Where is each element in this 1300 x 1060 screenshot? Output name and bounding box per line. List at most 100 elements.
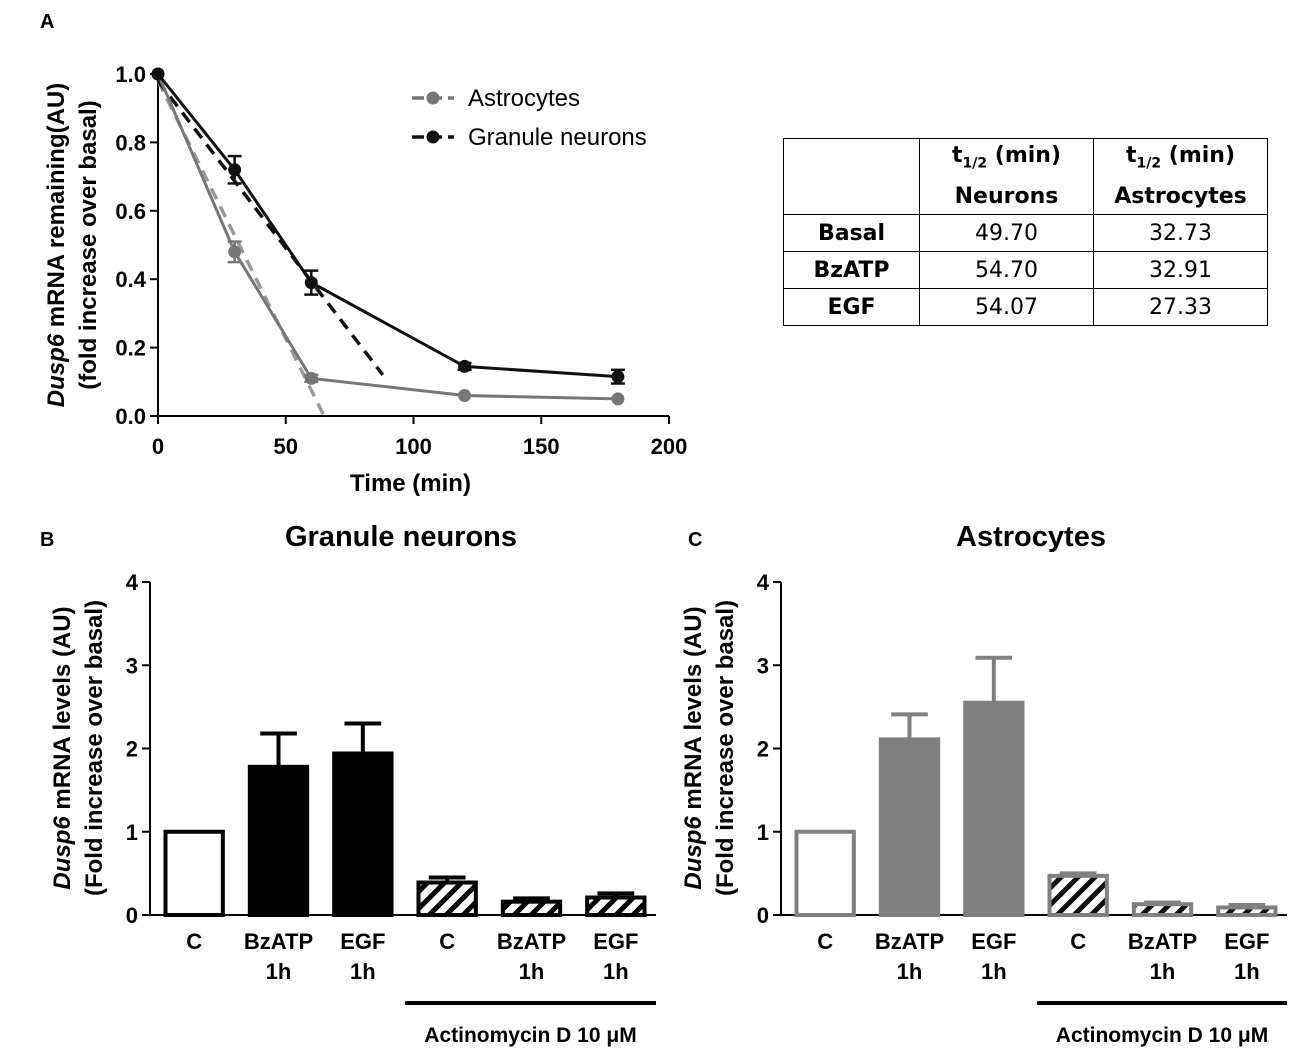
x-tick-label: 100 xyxy=(395,434,432,459)
header-t-symbol: t xyxy=(951,143,963,168)
panel-label-a: A xyxy=(40,11,54,33)
y-tick-label: 0.6 xyxy=(115,199,146,224)
table-row: EGF 54.07 27.33 xyxy=(783,288,1268,327)
y-axis-title-line2: (fold increase over basal) xyxy=(75,100,102,389)
category-label-line2: 1h xyxy=(350,959,376,984)
legend-marker-neurons xyxy=(426,130,440,144)
x-tick-label: 50 xyxy=(274,434,298,459)
category-label: C xyxy=(1070,929,1086,954)
y-tick-label: 1 xyxy=(126,820,138,845)
bar-1 xyxy=(794,829,856,917)
panel-b-bar-chart: Granule neurons 0 1 2 3 4 Dusp6 mRNA levels (A… xyxy=(49,521,656,1047)
x-axis-title: Time (min) xyxy=(350,470,471,497)
table-row-label: Basal xyxy=(783,214,920,253)
category-label: EGF xyxy=(971,929,1016,954)
data-point-neurons xyxy=(458,359,472,373)
category-label-line2: 1h xyxy=(266,959,292,984)
header-neurons-label: Neurons xyxy=(954,184,1059,210)
table-cell-astrocytes: 27.33 xyxy=(1093,288,1268,327)
y-tick-label: 1 xyxy=(757,820,769,845)
data-point-astrocytes xyxy=(458,388,472,402)
data-point-neurons xyxy=(151,67,165,81)
category-label: C xyxy=(186,929,202,954)
panel-label-b: B xyxy=(40,529,54,551)
bar-5 xyxy=(500,899,563,917)
data-point-neurons xyxy=(611,370,625,384)
table-header-neurons: t1/2 (min) Neurons xyxy=(919,137,1094,216)
actinomycin-label: Actinomycin D 10 μM xyxy=(424,1024,636,1047)
data-point-neurons xyxy=(304,276,318,290)
y-tick-label: 4 xyxy=(126,570,139,595)
y-axis-title-rest: mRNA levels (AU) xyxy=(680,606,707,816)
legend-label-neurons: Granule neurons xyxy=(468,124,647,151)
table-row: BzATP 54.70 32.91 xyxy=(783,251,1268,290)
legend-label-astrocytes: Astrocytes xyxy=(468,85,580,112)
fit-line-neurons xyxy=(156,79,385,377)
x-tick-label: 200 xyxy=(651,434,688,459)
data-point-astrocytes xyxy=(304,371,318,385)
header-t-symbol: t xyxy=(1125,143,1137,168)
y-axis-title: Dusp6 mRNA levels (AU) xyxy=(680,606,707,889)
category-label-line2: 1h xyxy=(897,959,923,984)
y-axis-title: Dusp6 mRNA remaining(AU) xyxy=(43,83,70,407)
category-label: BzATP xyxy=(875,929,944,954)
y-tick-label: 0.4 xyxy=(115,267,146,292)
table-cell-astrocytes: 32.73 xyxy=(1093,214,1268,253)
y-axis-title-line2: (Fold increase over basal) xyxy=(712,600,739,896)
panel-label-c: C xyxy=(688,529,702,551)
bar-3 xyxy=(332,751,394,917)
chart-title-c: Astrocytes xyxy=(956,521,1106,553)
category-label: EGF xyxy=(593,929,638,954)
table-row-label: BzATP xyxy=(783,251,920,290)
y-axis-title-rest: mRNA levels (AU) xyxy=(49,606,76,816)
bar-6 xyxy=(1216,905,1278,918)
bar-5 xyxy=(1131,902,1194,917)
actinomycin-label: Actinomycin D 10 μM xyxy=(1056,1024,1268,1047)
bar-4 xyxy=(1047,873,1109,917)
table-header-row: t1/2 (min) Neurons t1/2 (min) Astrocytes xyxy=(783,137,1268,216)
data-point-astrocytes xyxy=(228,245,242,259)
header-subscript: 1/2 xyxy=(962,155,988,172)
category-label: EGF xyxy=(340,929,385,954)
bar-2 xyxy=(878,737,941,918)
y-tick-label: 3 xyxy=(126,653,138,678)
bar-4 xyxy=(416,880,478,917)
y-tick-label: 0 xyxy=(757,903,769,928)
y-axis-title-italic: Dusp6 xyxy=(49,816,76,890)
data-point-neurons xyxy=(228,163,242,177)
category-label-line2: 1h xyxy=(1234,959,1260,984)
bar-6 xyxy=(585,895,647,918)
y-tick-label: 0.8 xyxy=(115,130,146,155)
y-tick-label: 1.0 xyxy=(115,62,146,87)
y-tick-label: 0.2 xyxy=(115,336,146,361)
series-line-astrocytes xyxy=(156,73,618,401)
x-tick-label: 0 xyxy=(152,434,164,459)
header-subscript: 1/2 xyxy=(1136,155,1162,172)
table-cell-neurons: 49.70 xyxy=(919,214,1094,253)
table-cell-neurons: 54.07 xyxy=(919,288,1094,327)
bar-3 xyxy=(963,700,1025,918)
y-axis-title-line2: (Fold increase over basal) xyxy=(81,600,108,896)
header-unit: (min) xyxy=(1161,143,1236,168)
category-label-line2: 1h xyxy=(603,959,629,984)
category-label: EGF xyxy=(1224,929,1269,954)
table-header-astrocytes: t1/2 (min) Astrocytes xyxy=(1093,137,1268,216)
legend-marker-astrocytes xyxy=(426,91,440,105)
category-label: C xyxy=(439,929,455,954)
y-axis-title-italic: Dusp6 xyxy=(680,816,707,890)
bar-2 xyxy=(247,764,310,917)
panel-a-line-chart: 0.0 0.2 0.4 0.6 0.8 1.0 0 50 100 150 200 Time (min)… xyxy=(43,62,687,497)
panel-c-bar-chart: Astrocytes 0 1 2 3 4 Dusp6 mRNA levels (AU) (Fo… xyxy=(680,521,1287,1047)
y-tick-label: 4 xyxy=(757,570,770,595)
category-label: BzATP xyxy=(1128,929,1197,954)
y-tick-label: 0 xyxy=(126,903,138,928)
series-line-neurons xyxy=(156,73,619,379)
header-astrocytes-label: Astrocytes xyxy=(1114,184,1247,210)
y-tick-label: 2 xyxy=(757,737,769,762)
table-corner-cell xyxy=(783,137,920,216)
bar-1 xyxy=(163,829,225,917)
data-point-astrocytes xyxy=(611,392,625,406)
category-label: C xyxy=(817,929,833,954)
x-tick-label: 150 xyxy=(523,434,560,459)
